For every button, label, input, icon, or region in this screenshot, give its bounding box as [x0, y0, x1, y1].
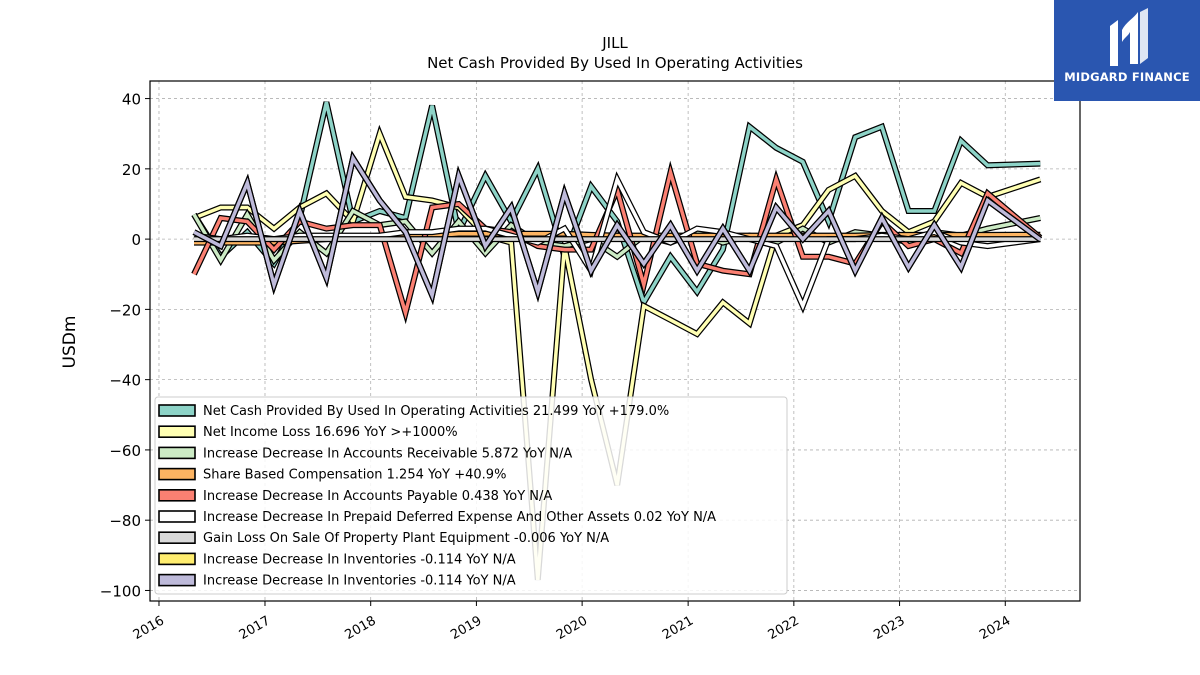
brand-logo: MIDGARD FINANCE [1054, 0, 1200, 101]
legend-label: Increase Decrease In Accounts Payable 0.… [203, 489, 552, 504]
plot-frame [149, 80, 1081, 602]
x-tick-label: 2022 [766, 613, 802, 643]
series-layer [191, 101, 1043, 581]
chart-title: JILL [601, 34, 628, 52]
series-line [193, 153, 1042, 302]
legend-swatch [158, 467, 196, 481]
legend-box [154, 396, 788, 595]
x-axis: 2016 2017 2018 2019 2020 2021 2022 2023 2024 [131, 601, 1013, 643]
x-tick-label: 2016 [131, 613, 167, 643]
legend-label: Net Income Loss 16.696 YoY >+1000% [203, 425, 458, 440]
legend-swatch [158, 552, 196, 566]
legend-swatch [158, 510, 196, 523]
legend-label: Gain Loss On Sale Of Property Plant Equi… [203, 531, 609, 546]
brand-mark-icon [1110, 8, 1148, 66]
chart-subtitle: Net Cash Provided By Used In Operating A… [427, 54, 803, 72]
x-tick-label: 2023 [871, 613, 907, 643]
y-tick-label: −100 [100, 582, 141, 600]
y-tick-label: −40 [109, 372, 141, 390]
legend-label: Increase Decrease In Prepaid Deferred Ex… [203, 510, 716, 525]
y-axis: 40 20 0 −20 −40 −60 −80 −100 [100, 91, 150, 600]
y-tick-label: −20 [109, 301, 141, 319]
x-tick-label: 2017 [237, 613, 273, 643]
y-tick-label: −80 [109, 512, 141, 530]
series-line [192, 101, 1041, 307]
legend: Net Cash Provided By Used In Operating A… [154, 396, 788, 595]
x-tick-label: 2020 [554, 613, 590, 643]
legend-label: Increase Decrease In Inventories -0.114 … [203, 552, 516, 567]
x-tick-label: 2019 [448, 613, 484, 643]
brand-name: MIDGARD FINANCE [1064, 70, 1190, 84]
y-tick-label: 40 [122, 91, 141, 109]
series-8 [192, 150, 1043, 306]
x-tick-label: 2021 [660, 613, 696, 643]
legend-swatch [158, 488, 196, 502]
legend-label: Net Cash Provided By Used In Operating A… [203, 404, 669, 419]
y-tick-label: −60 [109, 442, 141, 460]
legend-label: Increase Decrease In Inventories -0.114 … [203, 574, 516, 589]
x-tick-label: 2018 [343, 613, 379, 643]
y-tick-label: 0 [131, 231, 141, 249]
legend-swatch [158, 425, 196, 439]
legend-swatch [158, 446, 196, 460]
series-0 [191, 101, 1041, 310]
y-axis-label: USDm [60, 316, 80, 369]
x-tick-label: 2024 [977, 613, 1013, 643]
legend-swatch [158, 573, 196, 587]
legend-label: Share Based Compensation 1.254 YoY +40.9… [203, 468, 506, 483]
legend-swatch [158, 531, 196, 545]
y-tick-label: 20 [122, 161, 141, 179]
legend-swatch [158, 404, 196, 417]
legend-label: Increase Decrease In Accounts Receivable… [203, 446, 572, 461]
